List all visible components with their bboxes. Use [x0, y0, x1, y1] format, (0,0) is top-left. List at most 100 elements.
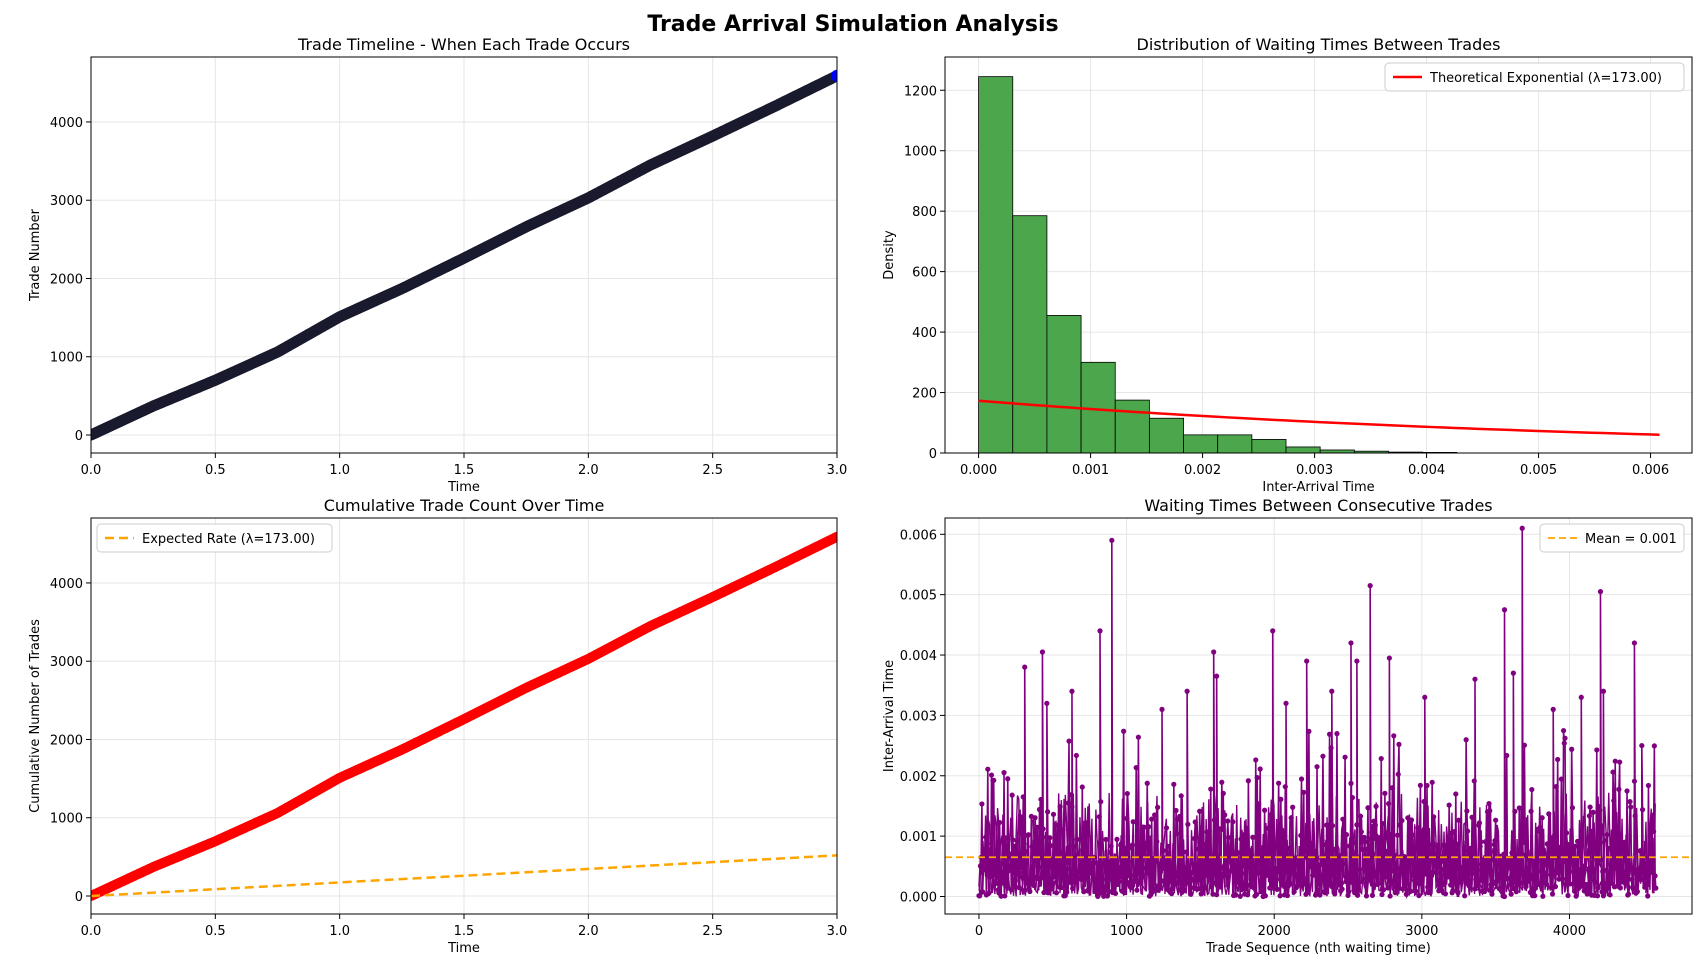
waiting-point — [1038, 796, 1044, 803]
waiting-point — [1425, 884, 1431, 890]
waiting-point — [1307, 864, 1313, 870]
waiting-point — [1565, 892, 1571, 899]
waiting-point — [1614, 850, 1620, 856]
waiting-point — [1370, 851, 1376, 857]
waiting-point — [1597, 589, 1604, 595]
waiting-point — [1561, 740, 1567, 746]
cumulative-legend-box — [96, 523, 333, 553]
waiting-point — [1472, 676, 1478, 682]
waiting-xtick-label: 2000 — [1258, 924, 1291, 939]
histogram-bar — [978, 76, 1014, 453]
waiting-point — [1355, 892, 1361, 898]
waiting-point — [1143, 845, 1150, 851]
waiting-point — [1101, 893, 1107, 899]
waiting-point — [1051, 874, 1057, 880]
timeline-frame — [90, 56, 838, 454]
histogram-legend-box — [1384, 62, 1685, 92]
waiting-point — [1188, 891, 1194, 897]
waiting-point — [1251, 885, 1257, 891]
waiting-title: Waiting Times Between Consecutive Trades — [1144, 496, 1492, 515]
waiting-point — [1442, 879, 1448, 885]
waiting-point — [1608, 880, 1615, 886]
waiting-point — [1282, 784, 1288, 790]
waiting-point — [1005, 863, 1012, 869]
waiting-point — [1477, 843, 1483, 850]
cumulative-xtick-label: 1.5 — [454, 924, 475, 939]
waiting-point — [1412, 846, 1418, 853]
histogram-xlabel: Inter-Arrival Time — [1262, 480, 1374, 495]
waiting-point — [1587, 804, 1593, 810]
waiting-point — [1427, 858, 1433, 864]
waiting-point — [1250, 869, 1257, 875]
waiting-point — [1450, 843, 1457, 850]
waiting-point — [1639, 850, 1645, 856]
waiting-point — [1340, 816, 1346, 822]
waiting-point — [1085, 888, 1091, 894]
histogram-xtick-label: 0.000 — [960, 463, 997, 478]
waiting-point — [1067, 877, 1074, 883]
waiting-point — [1141, 824, 1147, 830]
waiting-point — [1363, 893, 1370, 899]
waiting-point — [1546, 811, 1552, 817]
waiting-point — [1513, 889, 1519, 895]
waiting-point — [1522, 852, 1528, 858]
waiting-point — [1583, 882, 1590, 888]
waiting-point — [1622, 839, 1628, 845]
waiting-point — [1054, 841, 1060, 848]
waiting-point — [1598, 857, 1604, 863]
waiting-point — [1384, 863, 1390, 869]
waiting-point — [1104, 893, 1110, 899]
waiting-point — [1275, 844, 1281, 850]
waiting-point — [1335, 869, 1341, 875]
waiting-point — [1297, 872, 1303, 878]
waiting-point — [1413, 888, 1419, 894]
waiting-point — [1205, 872, 1211, 879]
waiting-point — [1147, 849, 1153, 855]
timeline-xtick-label: 0.0 — [81, 463, 102, 478]
waiting-point — [1326, 876, 1332, 882]
waiting-point — [1397, 822, 1403, 828]
waiting-point — [1403, 856, 1409, 862]
waiting-point — [1274, 886, 1280, 892]
waiting-point — [1387, 893, 1393, 899]
waiting-point — [1143, 840, 1149, 846]
waiting-point — [1013, 845, 1019, 851]
waiting-point — [1349, 879, 1355, 885]
histogram-ytick-label: 1200 — [904, 84, 937, 99]
waiting-point — [1130, 819, 1136, 825]
waiting-point — [1163, 825, 1170, 831]
timeline-xtick-label: 3.0 — [827, 463, 848, 478]
waiting-point — [1521, 742, 1528, 748]
waiting-point — [1641, 866, 1647, 872]
waiting-point — [1181, 873, 1187, 879]
waiting-point — [1553, 783, 1559, 790]
waiting-point — [1116, 878, 1122, 885]
waiting-point — [1177, 857, 1184, 863]
waiting-point — [1508, 891, 1514, 897]
waiting-point — [1414, 858, 1421, 865]
waiting-point — [1366, 861, 1373, 867]
waiting-point — [1215, 853, 1221, 859]
waiting-point — [1555, 756, 1561, 763]
waiting-point — [1549, 891, 1556, 897]
waiting-point — [1563, 830, 1570, 836]
waiting-point — [1080, 875, 1086, 881]
waiting-point — [1280, 882, 1286, 888]
waiting-point — [1121, 890, 1127, 896]
waiting-point — [1058, 873, 1064, 880]
waiting-point — [1069, 688, 1075, 694]
waiting-point — [1235, 850, 1241, 856]
waiting-point — [1096, 814, 1102, 820]
waiting-point — [1010, 837, 1016, 843]
waiting-point — [1276, 780, 1282, 786]
waiting-point — [1014, 838, 1020, 844]
waiting-point — [1301, 789, 1307, 795]
waiting-point — [1253, 891, 1260, 898]
waiting-point — [1257, 766, 1263, 772]
waiting-point — [1617, 759, 1623, 765]
waiting-point — [1364, 846, 1370, 852]
waiting-point — [1303, 891, 1309, 897]
waiting-point — [1600, 688, 1607, 694]
waiting-point — [1308, 845, 1314, 851]
waiting-point — [1527, 875, 1533, 881]
